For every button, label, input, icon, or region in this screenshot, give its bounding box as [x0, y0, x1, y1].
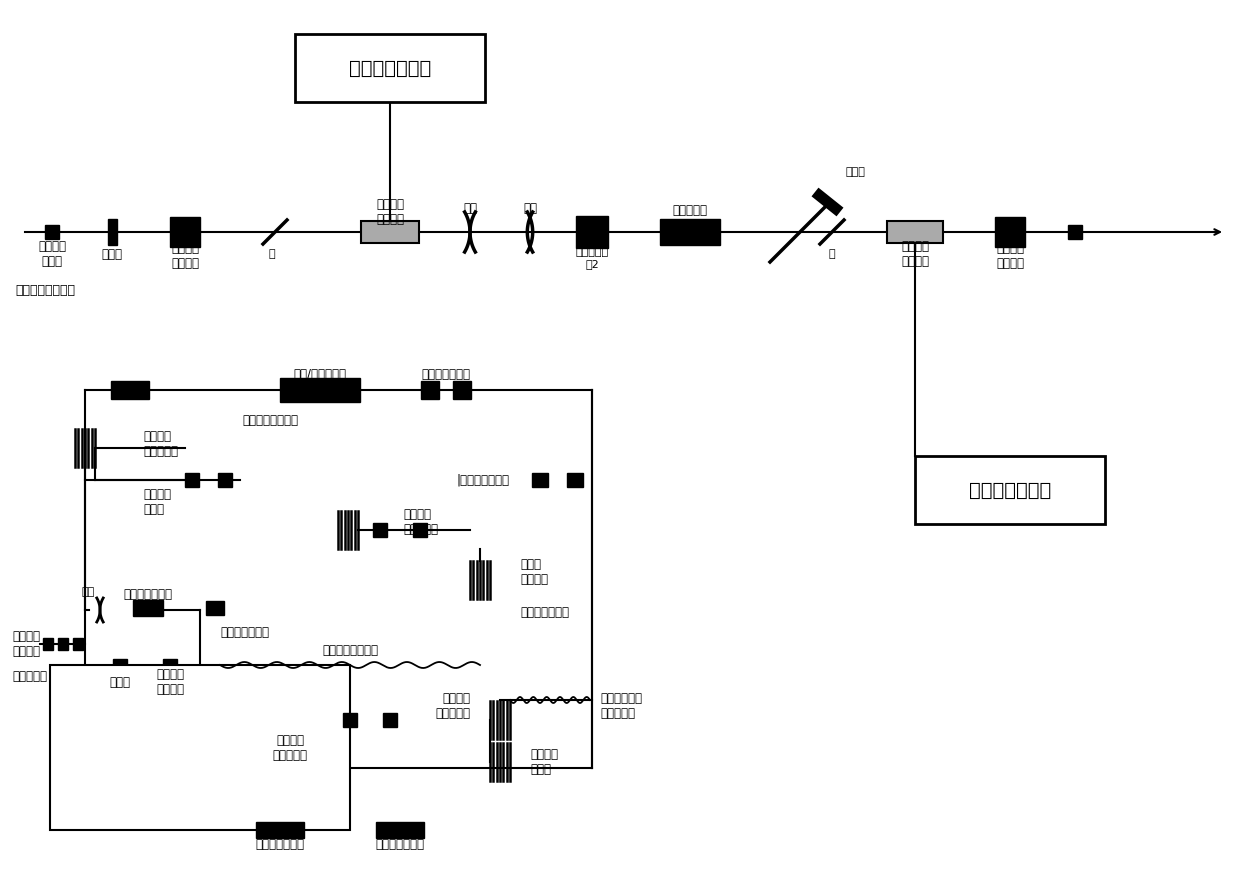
Text: 高频响应
压电陶瓷: 高频响应 压电陶瓷 [12, 630, 40, 658]
Text: 第二光纤准直器: 第二光纤准直器 [219, 626, 269, 639]
Bar [994, 217, 1025, 247]
Text: 第一法拉
第隔离器: 第一法拉 第隔离器 [171, 242, 198, 270]
Text: 第三保偏
波分复用器: 第三保偏 波分复用器 [273, 734, 308, 762]
Text: 第一光纤
准直器: 第一光纤 准直器 [38, 240, 66, 268]
Bar [218, 473, 232, 487]
Bar [185, 473, 198, 487]
Bar [413, 523, 427, 537]
Text: 第三保偏
波分复用器: 第三保偏 波分复用器 [435, 692, 470, 720]
Text: 保偏光纤啁啾
布拉格光栅: 保偏光纤啁啾 布拉格光栅 [600, 692, 642, 720]
Bar [295, 34, 485, 102]
Text: 第一激光
增益晶体: 第一激光 增益晶体 [376, 198, 404, 226]
Text: 半波片: 半波片 [102, 247, 123, 260]
Text: 透镜: 透镜 [463, 202, 477, 214]
Text: 第四激光
二极管: 第四激光 二极管 [143, 488, 171, 516]
Text: 第三掺铒保偏光纤: 第三掺铒保偏光纤 [322, 644, 378, 657]
Text: 起偏器: 起偏器 [109, 676, 130, 689]
Text: 第二保偏耦合器: 第二保偏耦合器 [376, 837, 424, 850]
Text: 第二法拉
第隔离器: 第二法拉 第隔离器 [996, 242, 1024, 270]
Text: 第二保偏隔离器: 第二保偏隔离器 [255, 837, 305, 850]
Text: 法拉第隔离
器2: 法拉第隔离 器2 [575, 247, 609, 269]
Bar [73, 638, 83, 650]
Text: 第一激光二极管: 第一激光二极管 [348, 59, 432, 78]
Bar [376, 822, 424, 838]
Bar [112, 381, 149, 399]
Bar [915, 456, 1105, 524]
Text: 第三激
光二极管: 第三激 光二极管 [520, 558, 548, 586]
Bar [206, 601, 224, 615]
Bar [343, 713, 357, 727]
Bar [373, 523, 387, 537]
Text: 镜: 镜 [828, 249, 836, 259]
Text: 镜: 镜 [269, 249, 275, 259]
Text: 饱和吸收体: 饱和吸收体 [12, 670, 47, 683]
Bar [162, 659, 177, 673]
Text: 第二激光二极管: 第二激光二极管 [968, 481, 1052, 500]
Text: 第一带通滤波器: 第一带通滤波器 [520, 606, 569, 619]
Bar [50, 665, 350, 830]
Text: |第一保偏耦合器: |第一保偏耦合器 [458, 474, 510, 487]
Bar [108, 219, 117, 245]
Bar [133, 600, 162, 616]
Text: 声光调制器: 声光调制器 [672, 204, 708, 217]
Bar [280, 378, 360, 402]
Bar [453, 381, 471, 399]
Bar [45, 225, 60, 239]
Bar [422, 381, 439, 399]
Bar [577, 216, 608, 248]
Text: 第一掺铒保偏光纤: 第一掺铒保偏光纤 [242, 413, 298, 427]
Text: 低频响应
压电陶瓷: 低频响应 压电陶瓷 [156, 668, 184, 696]
Text: 透镜: 透镜 [523, 202, 537, 214]
Bar [361, 221, 419, 243]
Bar [1068, 225, 1083, 239]
Text: 第二保偏
波分复用器: 第二保偏 波分复用器 [143, 430, 179, 458]
Bar [887, 221, 942, 243]
Text: 第二激光
增益晶体: 第二激光 增益晶体 [901, 240, 929, 268]
Bar [170, 217, 200, 247]
Text: 第一保偏
波分复用器: 第一保偏 波分复用器 [403, 508, 438, 536]
Text: 第二掺铒保偏光纤: 第二掺铒保偏光纤 [15, 284, 74, 297]
Bar [567, 473, 583, 487]
Text: 第二带通滤波器: 第二带通滤波器 [124, 587, 172, 600]
Bar [43, 638, 53, 650]
Text: 第五激光
二极管: 第五激光 二极管 [529, 748, 558, 776]
Bar [532, 473, 548, 487]
Bar [255, 822, 304, 838]
Bar [660, 219, 720, 245]
Bar [383, 713, 397, 727]
Bar [113, 659, 126, 673]
Text: 拦截器: 拦截器 [846, 167, 866, 177]
Text: 透镜: 透镜 [82, 587, 94, 597]
Text: 声光/电光调制器: 声光/电光调制器 [294, 367, 346, 380]
Text: 第一保偏隔离器: 第一保偏隔离器 [422, 367, 470, 380]
Bar [58, 638, 68, 650]
